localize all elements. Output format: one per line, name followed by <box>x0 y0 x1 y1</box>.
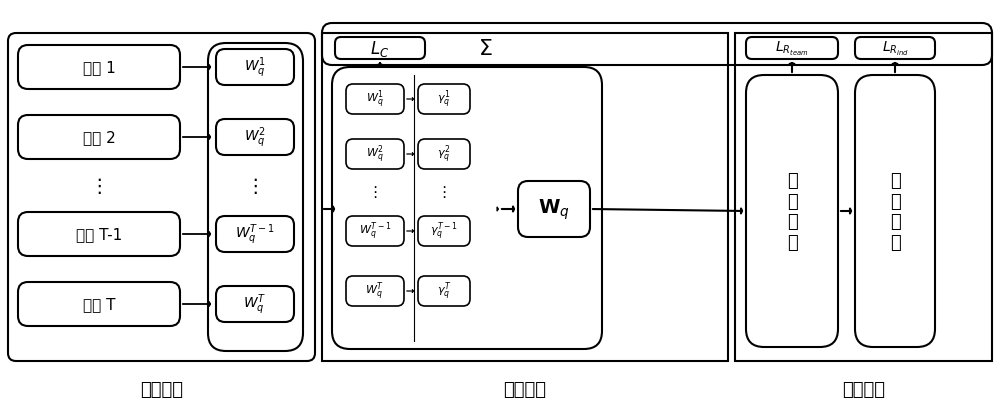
FancyBboxPatch shape <box>18 282 180 326</box>
FancyBboxPatch shape <box>216 120 294 155</box>
FancyBboxPatch shape <box>855 38 935 60</box>
Text: 玩家 1: 玩家 1 <box>83 61 115 75</box>
Text: 玩家单元: 玩家单元 <box>140 380 183 398</box>
FancyBboxPatch shape <box>746 76 838 347</box>
Text: 玩家 T-1: 玩家 T-1 <box>76 227 122 242</box>
FancyBboxPatch shape <box>216 286 294 322</box>
FancyBboxPatch shape <box>346 85 404 115</box>
Text: ⋮: ⋮ <box>436 185 452 200</box>
FancyBboxPatch shape <box>346 216 404 246</box>
Text: $\Sigma$: $\Sigma$ <box>478 39 492 59</box>
FancyBboxPatch shape <box>418 216 470 246</box>
FancyBboxPatch shape <box>518 182 590 237</box>
Bar <box>322 34 728 361</box>
FancyBboxPatch shape <box>746 38 838 60</box>
FancyBboxPatch shape <box>346 276 404 306</box>
Text: 玩家 2: 玩家 2 <box>83 130 115 145</box>
FancyBboxPatch shape <box>216 50 294 86</box>
FancyBboxPatch shape <box>418 139 470 170</box>
FancyBboxPatch shape <box>18 213 180 256</box>
Text: $W_q^T$: $W_q^T$ <box>243 292 267 317</box>
Text: $W_q^T$: $W_q^T$ <box>365 280 385 302</box>
FancyBboxPatch shape <box>216 216 294 252</box>
FancyBboxPatch shape <box>855 76 935 347</box>
FancyBboxPatch shape <box>208 44 303 351</box>
Text: $L_{R_{team}}$: $L_{R_{team}}$ <box>775 40 809 58</box>
FancyBboxPatch shape <box>418 85 470 115</box>
Text: $W_q^{T-1}$: $W_q^{T-1}$ <box>235 222 275 247</box>
Text: ⋮: ⋮ <box>367 185 383 200</box>
FancyBboxPatch shape <box>332 68 602 349</box>
Text: 裁判单元: 裁判单元 <box>842 380 885 398</box>
Text: $\gamma_q^1$: $\gamma_q^1$ <box>437 89 451 111</box>
Text: ⋮: ⋮ <box>89 177 109 196</box>
FancyBboxPatch shape <box>18 116 180 160</box>
FancyBboxPatch shape <box>346 139 404 170</box>
Text: 队长单元: 队长单元 <box>504 380 546 398</box>
Text: 玩家 T: 玩家 T <box>83 297 115 312</box>
Text: $W_q^1$: $W_q^1$ <box>366 89 384 111</box>
Text: ⋮: ⋮ <box>245 177 265 196</box>
Text: $W_q^2$: $W_q^2$ <box>244 126 266 150</box>
FancyBboxPatch shape <box>8 34 315 361</box>
Text: $\gamma_q^2$: $\gamma_q^2$ <box>437 144 451 166</box>
FancyBboxPatch shape <box>335 38 425 60</box>
FancyBboxPatch shape <box>418 276 470 306</box>
Bar <box>735 34 992 361</box>
Text: $W_q^1$: $W_q^1$ <box>244 56 266 80</box>
Text: $\gamma_q^T$: $\gamma_q^T$ <box>437 280 451 302</box>
Text: 个
人
裁
判: 个 人 裁 判 <box>890 171 900 252</box>
Text: $L_{R_{ind}}$: $L_{R_{ind}}$ <box>882 40 908 58</box>
Text: $\gamma_q^{T-1}$: $\gamma_q^{T-1}$ <box>430 220 458 243</box>
Text: $L_C$: $L_C$ <box>370 39 390 59</box>
Text: $\mathbf{W}_q$: $\mathbf{W}_q$ <box>538 197 570 222</box>
FancyBboxPatch shape <box>18 46 180 90</box>
Text: $W_q^{T-1}$: $W_q^{T-1}$ <box>359 220 391 243</box>
Text: $W_q^2$: $W_q^2$ <box>366 144 384 166</box>
Text: 团
队
裁
判: 团 队 裁 判 <box>787 171 797 252</box>
